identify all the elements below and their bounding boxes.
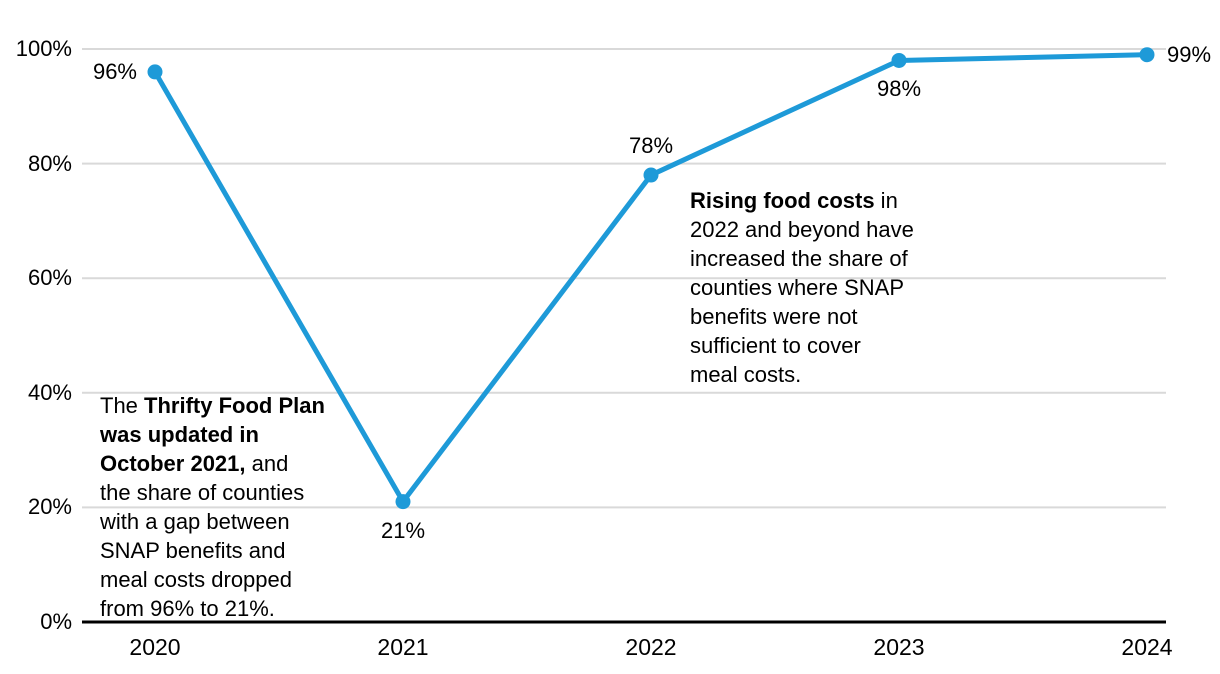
annotation-text-segment: in 2022 and beyond have increased the sh…	[690, 188, 914, 387]
data-point-2024	[1139, 47, 1155, 63]
data-point-label-2020: 96%	[92, 58, 137, 84]
y-tick-label-0: 0%	[40, 609, 72, 634]
x-tick-label-2023: 2023	[873, 634, 925, 660]
annotation-thrifty-food-plan: The Thrifty Food Plan was updated in Oct…	[100, 391, 325, 623]
data-point-label-2023: 98%	[876, 76, 922, 102]
data-point-2022	[643, 167, 659, 183]
x-tick-label-2021: 2021	[377, 634, 429, 660]
y-tick-label-80: 80%	[27, 150, 72, 176]
data-point-label-2024: 99%	[1167, 41, 1212, 67]
y-tick-label-20: 20%	[27, 494, 72, 520]
x-tick-label-2024: 2024	[1121, 634, 1173, 660]
annotation-text-segment: and the share of counties with a gap bet…	[100, 451, 305, 621]
data-point-label-2021: 21%	[380, 517, 426, 543]
data-point-2020	[147, 64, 163, 80]
y-tick-label-60: 60%	[27, 265, 72, 291]
y-tick-label-100: 100%	[15, 36, 72, 61]
y-tick-label-40: 40%	[27, 379, 72, 405]
annotation-rising-food-costs: Rising food costs in 2022 and beyond hav…	[690, 186, 914, 389]
annotation-text-segment: Rising food costs	[690, 188, 875, 213]
x-tick-label-2022: 2022	[625, 634, 677, 660]
data-point-2023	[891, 52, 907, 68]
x-tick-label-2020: 2020	[129, 634, 181, 660]
annotation-text-segment: The	[100, 393, 145, 418]
data-point-2021	[395, 494, 411, 510]
annotation-text-segment: Thrifty Food Plan was updated in October…	[100, 393, 325, 476]
data-point-label-2022: 78%	[628, 133, 674, 159]
